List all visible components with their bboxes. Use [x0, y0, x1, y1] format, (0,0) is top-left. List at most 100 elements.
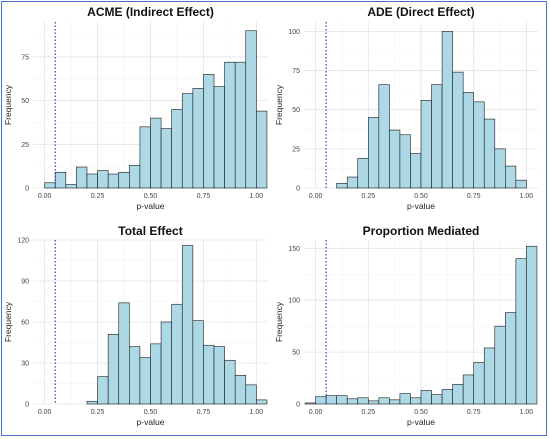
- panel-1: ACME (Indirect Effect) 0.00 0.25 0.50 0.75 1.…: [3, 5, 268, 211]
- y-tick-label: 0: [25, 402, 29, 409]
- histogram-bar: [54, 171, 67, 189]
- x-tick-label: 1.00: [250, 193, 264, 200]
- x-axis-label: p-value: [407, 417, 435, 427]
- histogram-bar: [304, 402, 316, 405]
- panel-title: ADE (Direct Effect): [367, 5, 474, 19]
- x-tick-label: 0.25: [91, 193, 105, 200]
- histogram-bar: [462, 92, 475, 189]
- histogram-bar: [213, 86, 225, 189]
- x-tick-label: 0.25: [361, 193, 375, 200]
- panel-title: ACME (Indirect Effect): [87, 5, 214, 19]
- histogram-bar: [107, 333, 120, 405]
- histogram-bar: [107, 173, 120, 189]
- histogram-bar: [410, 397, 422, 405]
- x-tick-label: 0.75: [467, 193, 481, 200]
- y-tick-label: 75: [292, 68, 300, 75]
- histogram-bar: [213, 346, 225, 405]
- x-tick-label: 0.75: [197, 193, 211, 200]
- histogram-bar: [462, 374, 475, 405]
- y-tick-label: 25: [292, 146, 300, 153]
- x-tick-label: 0.50: [144, 409, 158, 416]
- histogram-bar: [367, 400, 380, 405]
- panel-title: Total Effect: [118, 224, 182, 238]
- y-tick-label: 100: [288, 29, 300, 36]
- histogram-bar: [336, 395, 348, 405]
- histogram-bar: [256, 399, 268, 405]
- histogram-bar: [171, 109, 183, 189]
- histogram-bar: [86, 173, 98, 189]
- y-tick-label: 120: [17, 238, 29, 245]
- histogram-bar: [139, 357, 151, 405]
- histogram-bars: [44, 30, 268, 189]
- histogram-bar: [441, 389, 453, 405]
- histogram-bar: [256, 110, 268, 189]
- histogram-bar: [399, 393, 411, 405]
- histogram-bars: [304, 245, 538, 405]
- histogram-bar: [336, 183, 348, 189]
- histogram-bar: [452, 71, 464, 189]
- y-axis-label: Frequency: [3, 84, 13, 125]
- y-tick-label: 60: [21, 320, 29, 327]
- histogram-bar: [483, 118, 496, 189]
- histogram-bar: [118, 171, 130, 189]
- histogram-bar: [357, 157, 369, 189]
- histogram-bar: [315, 396, 327, 405]
- histogram-bar: [203, 74, 215, 189]
- y-tick-label: 150: [288, 246, 300, 253]
- y-tick-label: 30: [21, 361, 29, 368]
- histogram-bar: [357, 397, 369, 405]
- histogram-bar: [494, 325, 506, 405]
- y-tick-label: 50: [21, 98, 29, 105]
- histogram-bar: [181, 245, 194, 405]
- histogram-bar: [97, 376, 109, 405]
- histogram-bar: [181, 93, 194, 189]
- y-tick-label: 0: [296, 186, 300, 193]
- panel-3: Total Effect 0.00 0.25 0.50 0.75 1.00 0 30 60 90 1…: [3, 224, 268, 427]
- histogram-bar: [245, 384, 257, 405]
- x-tick-label: 0.75: [467, 409, 481, 416]
- histogram-bar: [515, 179, 527, 189]
- histogram-bars: [336, 31, 527, 189]
- histogram-bar: [234, 374, 247, 405]
- histogram-bar: [473, 101, 485, 189]
- histogram-bar: [129, 164, 141, 189]
- y-axis-label: Frequency: [274, 301, 284, 342]
- x-tick-label: 0.50: [144, 193, 158, 200]
- x-tick-label: 0.00: [309, 409, 323, 416]
- x-tick-label: 0.50: [414, 409, 428, 416]
- y-tick-label: 0: [296, 402, 300, 409]
- y-tick-label: 100: [288, 298, 300, 305]
- y-tick-label: 50: [292, 107, 300, 114]
- histogram-bar: [420, 100, 432, 189]
- histogram-bar: [150, 117, 162, 189]
- x-tick-label: 0.50: [414, 193, 428, 200]
- histogram-bar: [160, 128, 172, 189]
- histogram-bar: [515, 258, 527, 405]
- histogram-bar: [483, 347, 496, 405]
- y-axis-label: Frequency: [274, 84, 284, 125]
- x-axis-label: p-value: [137, 417, 165, 427]
- histogram-bar: [389, 129, 401, 189]
- histogram-bar: [245, 30, 257, 189]
- histogram-bar: [473, 362, 485, 405]
- y-tick-label: 25: [21, 142, 29, 149]
- y-tick-label: 75: [21, 54, 29, 61]
- histogram-bar: [441, 31, 453, 189]
- histogram-bar: [203, 344, 215, 405]
- histogram-bars: [86, 245, 268, 405]
- x-tick-label: 0.25: [91, 409, 105, 416]
- histogram-bar: [526, 245, 538, 405]
- histogram-bar: [494, 148, 506, 189]
- histogram-bar: [399, 134, 411, 189]
- histogram-bar: [378, 84, 390, 189]
- panel-4: Proportion Mediated 0.00 0.25 0.50 0.75 1.00 0…: [274, 224, 538, 427]
- histogram-bar: [118, 302, 130, 405]
- histogram-bar: [150, 343, 162, 405]
- histogram-bar: [431, 394, 443, 405]
- histogram-bar: [234, 61, 247, 189]
- histogram-bar: [192, 88, 204, 189]
- x-axis-label: p-value: [407, 201, 435, 211]
- histogram-bar: [160, 321, 172, 405]
- y-tick-label: 50: [292, 350, 300, 357]
